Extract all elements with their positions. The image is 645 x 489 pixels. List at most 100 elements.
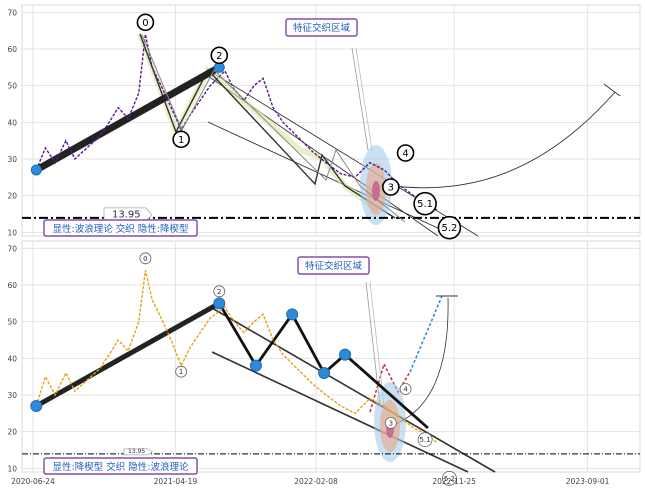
wave-node-label: 4 xyxy=(403,386,408,394)
pivot-marker xyxy=(213,297,226,310)
upper-badge-bottom-text: 显性:波浪理论 交织 隐性:降楔型 xyxy=(53,223,189,235)
wave-node-4: 4 xyxy=(396,144,415,162)
wave-outline xyxy=(139,33,396,219)
wave-node-circle xyxy=(442,470,457,486)
wave-node-circle xyxy=(213,285,226,298)
x-axis-date-labels: 2020-06-24 2021-04-19 2022-02-08 2022-11-25… xyxy=(11,477,609,486)
x-tick-label: 2022-11-25 xyxy=(432,477,476,486)
wave-outline xyxy=(141,34,406,223)
wedge-zigzag xyxy=(218,302,429,430)
lower-price-series xyxy=(35,270,438,444)
level-arrow xyxy=(103,207,153,222)
wave-node-label: 1 xyxy=(178,135,184,146)
wave-node-circle xyxy=(210,46,229,65)
wave-node-circle xyxy=(399,383,412,395)
wave-node-circle xyxy=(437,215,462,240)
wave-node-1: 1 xyxy=(175,365,188,378)
wave-node-2: 2 xyxy=(213,285,226,298)
price-line xyxy=(35,270,438,444)
wave-node-label: 5.1 xyxy=(420,436,431,444)
pivot-marker xyxy=(339,348,352,361)
wave-node-label: 0 xyxy=(143,255,147,263)
wedge-lower-line xyxy=(211,351,469,473)
wave-node-1: 1 xyxy=(172,130,190,149)
wave-node-0: 0 xyxy=(136,13,155,32)
wave-node-3: 3 xyxy=(381,178,400,196)
projection-blue xyxy=(409,295,443,373)
wave-node-label: 4 xyxy=(402,149,408,160)
main-impulse-wave xyxy=(35,301,221,409)
wave-node-label: 2 xyxy=(217,288,221,296)
y-tick-label: 30 xyxy=(7,155,17,164)
wave-node-label: 5.1 xyxy=(417,199,433,210)
lower-badge-top-text: 特征交织区域 xyxy=(305,260,363,272)
lower-plot-background xyxy=(21,240,641,473)
projection-red xyxy=(369,361,411,413)
wave-node-label: 5.2 xyxy=(444,475,455,483)
pointer-line xyxy=(351,47,369,151)
wave-node-label: 5.2 xyxy=(441,223,457,234)
lower-badge-bottom-text: 显性:降楔型 交织 隐性:波浪理论 xyxy=(53,461,189,473)
wave-node-5.2: 5.2 xyxy=(442,470,457,486)
wave-node-circle xyxy=(413,191,437,216)
upper-y-ticks: 10 20 30 40 50 60 70 xyxy=(7,8,17,237)
level-arrow xyxy=(123,448,153,456)
wave-node-4: 4 xyxy=(399,383,412,395)
wave-node-label: 0 xyxy=(142,18,148,29)
level-label: 13.95 xyxy=(128,448,145,455)
pivot-marker xyxy=(30,164,42,176)
wave-node-2: 2 xyxy=(210,46,229,65)
y-tick-label: 40 xyxy=(7,354,17,363)
y-tick-label: 60 xyxy=(7,281,17,290)
x-tick-label: 2022-02-08 xyxy=(294,477,338,486)
y-tick-label: 20 xyxy=(7,192,17,201)
y-tick-label: 50 xyxy=(7,82,17,91)
upper-wave-nodes: 0 1 2 3 4 5.1 5.2 xyxy=(30,13,462,240)
pointer-line-2 xyxy=(355,47,373,151)
wave-node-circle xyxy=(384,417,397,429)
y-tick-label: 30 xyxy=(7,391,17,400)
y-tick-label: 70 xyxy=(7,8,17,17)
wave-node-circle xyxy=(175,365,188,378)
y-tick-label: 70 xyxy=(7,244,17,253)
wave-node-label: 3 xyxy=(389,420,393,428)
upper-plot-background xyxy=(21,4,641,237)
wave-node-label: 1 xyxy=(179,368,183,376)
wave-node-label: 3 xyxy=(388,183,394,194)
y-tick-label: 10 xyxy=(7,228,17,237)
pivot-marker xyxy=(318,367,331,379)
wave-node-5.2: 5.2 xyxy=(437,215,462,240)
upper-badge-top-text: 特征交织区域 xyxy=(293,22,351,34)
wave-node-5.1: 5.1 xyxy=(417,432,433,448)
y-tick-label: 20 xyxy=(7,428,17,437)
x-tick-label: 2023-09-01 xyxy=(566,477,610,486)
price-line xyxy=(35,34,438,211)
arc-end-tick xyxy=(603,83,621,97)
x-tick-label: 2021-04-19 xyxy=(154,477,198,486)
wave-node-circle xyxy=(381,178,400,196)
y-tick-label: 40 xyxy=(7,118,17,127)
lower-badge-top: 特征交织区域 xyxy=(297,256,370,275)
upper-price-series xyxy=(35,34,438,211)
wave-node-circle xyxy=(172,130,190,149)
x-tick-label: 2020-06-24 xyxy=(11,477,55,486)
upper-badge-bottom: 显性:波浪理论 交织 隐性:降楔型 xyxy=(43,219,198,237)
wave-node-3: 3 xyxy=(384,417,397,429)
wave-node-circle xyxy=(136,13,155,32)
wave-node-circle xyxy=(396,144,415,162)
level-label: 13.95 xyxy=(112,209,141,220)
y-tick-label: 10 xyxy=(7,464,17,473)
wave-node-circle xyxy=(139,252,152,265)
lower-grid xyxy=(22,241,640,472)
pivot-marker xyxy=(286,308,299,321)
pivot-marker xyxy=(249,359,262,372)
wave-node-circle xyxy=(417,432,433,448)
lower-badge-bottom: 显性:降楔型 交织 隐性:波浪理论 xyxy=(43,457,198,475)
upper-badge-top: 特征交织区域 xyxy=(285,18,358,37)
lower-wave-nodes: 0 1 2 3 4 5.1 5.2 xyxy=(30,252,457,486)
pivot-marker xyxy=(30,400,43,412)
feature-zone-core xyxy=(372,181,380,201)
